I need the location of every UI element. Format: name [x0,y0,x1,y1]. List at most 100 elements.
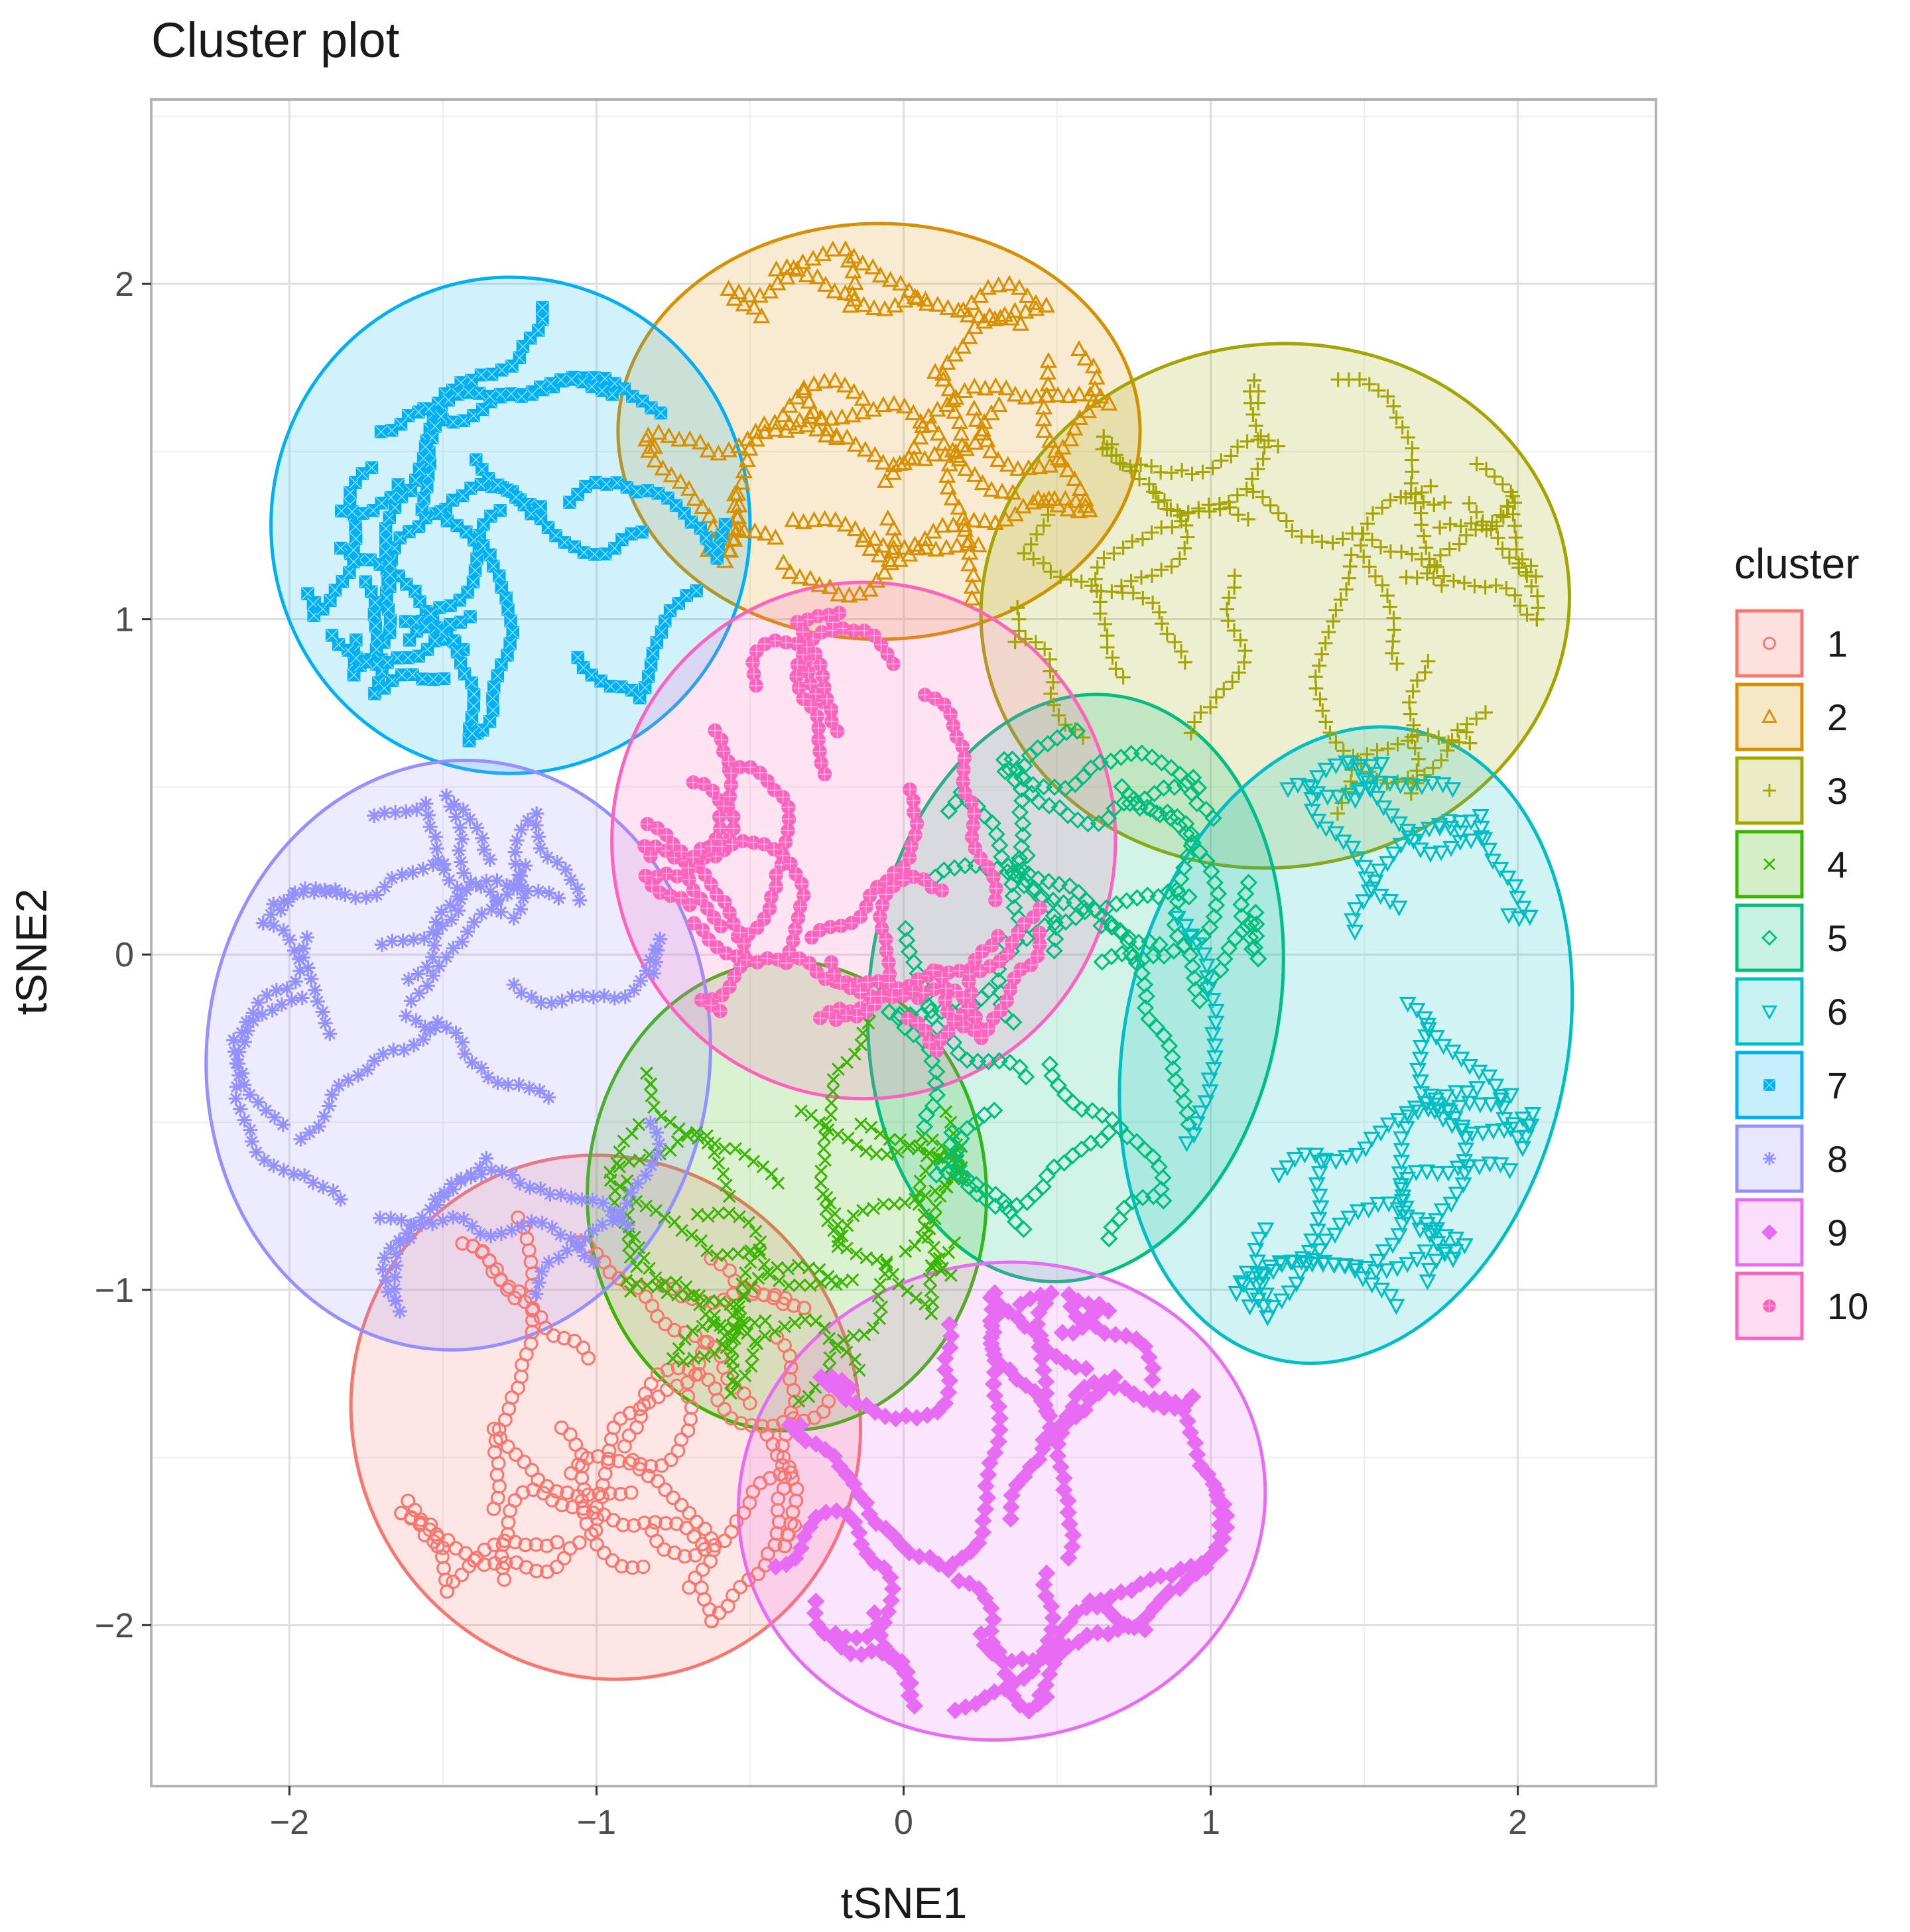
point-cluster-3 [1414,485,1429,500]
point-cluster-8 [329,885,344,901]
point-cluster-2 [1035,398,1053,415]
point-cluster-2 [775,553,793,570]
point-cluster-7 [639,681,652,694]
point-cluster-10 [1001,946,1015,961]
point-cluster-2 [935,434,953,451]
y-tick-label: 2 [115,265,134,304]
point-cluster-7 [473,387,486,400]
point-cluster-4 [948,1236,962,1250]
point-cluster-3 [1271,505,1286,521]
point-cluster-1 [643,1458,659,1474]
point-cluster-8 [522,1080,537,1096]
point-cluster-1 [796,1301,812,1316]
point-cluster-4 [880,1257,893,1271]
point-cluster-8 [623,1185,639,1200]
point-cluster-9 [871,1626,889,1645]
point-cluster-7 [409,584,422,598]
point-cluster-7 [718,517,732,531]
legend-item-3: 3 [1735,756,1848,825]
point-cluster-7 [710,552,724,565]
point-cluster-9 [978,1488,997,1507]
point-cluster-1 [666,1281,681,1296]
point-cluster-8 [575,988,590,1003]
point-cluster-7 [690,584,703,598]
point-cluster-4 [840,1242,854,1255]
point-cluster-4 [738,1369,752,1383]
point-cluster-6 [1397,1121,1415,1137]
point-cluster-3 [1495,541,1510,556]
point-cluster-2 [1035,422,1053,438]
point-cluster-7 [486,704,500,717]
point-cluster-4 [701,1136,715,1150]
point-cluster-3 [1406,718,1421,733]
point-cluster-1 [666,1490,680,1506]
point-cluster-4 [848,1352,862,1366]
point-cluster-8 [505,1167,520,1183]
point-cluster-6 [1375,800,1393,816]
point-cluster-6 [1444,782,1462,799]
point-cluster-8 [466,915,481,930]
point-cluster-4 [930,1151,944,1165]
point-cluster-5 [928,1086,946,1104]
point-cluster-3 [1389,656,1405,671]
point-cluster-2 [836,284,854,300]
point-cluster-6 [1303,1257,1321,1273]
point-cluster-4 [654,1109,668,1123]
point-cluster-10 [938,981,954,996]
point-cluster-5 [995,751,1013,769]
point-cluster-10 [726,809,741,824]
point-cluster-4 [712,1206,726,1220]
legend-label: 1 [1827,623,1848,665]
legend-key [1735,682,1804,751]
point-cluster-3 [1409,763,1425,779]
point-cluster-10 [940,1004,955,1019]
y-tick-label: −1 [95,1271,134,1310]
point-cluster-8 [633,973,649,988]
point-cluster-7 [324,594,337,608]
point-cluster-1 [724,1411,739,1426]
point-cluster-9 [1088,1624,1107,1642]
point-cluster-5 [897,920,915,938]
point-cluster-8 [533,995,548,1010]
cluster-7-points [301,301,732,747]
point-cluster-8 [369,887,385,903]
point-cluster-2 [724,529,741,546]
point-cluster-4 [795,1104,808,1118]
point-cluster-4 [846,1209,860,1222]
point-cluster-4 [929,1252,943,1265]
point-cluster-2 [972,287,989,303]
point-cluster-7 [369,596,382,610]
point-cluster-8 [291,952,306,967]
point-cluster-9 [980,1466,997,1484]
point-cluster-9 [828,1502,846,1520]
point-cluster-3 [1419,540,1434,555]
point-cluster-3 [1365,533,1380,548]
point-cluster-2 [1060,387,1078,404]
point-cluster-3 [1214,453,1229,468]
point-cluster-4 [819,1202,833,1216]
point-cluster-8 [585,1192,600,1208]
point-cluster-1 [682,1506,697,1521]
point-cluster-5 [1190,992,1209,1009]
point-cluster-2 [885,539,903,555]
point-cluster-8 [429,927,444,942]
point-cluster-10 [815,669,830,683]
point-cluster-1 [511,1284,527,1299]
point-cluster-8 [572,893,588,908]
point-cluster-3 [1043,564,1058,580]
point-cluster-9 [882,1591,900,1610]
point-cluster-3 [1106,546,1121,561]
point-cluster-10 [909,816,924,831]
point-cluster-3 [1380,741,1395,756]
point-cluster-1 [564,1466,579,1481]
point-cluster-8 [586,990,601,1005]
point-cluster-4 [649,1204,663,1218]
point-cluster-8 [275,1117,290,1132]
point-cluster-3 [1462,495,1477,511]
point-cluster-8 [647,942,663,957]
point-cluster-9 [796,1432,814,1450]
point-cluster-3 [1371,383,1386,398]
point-cluster-9 [1211,1515,1229,1534]
point-cluster-3 [1177,541,1192,556]
point-cluster-3 [1043,686,1058,701]
